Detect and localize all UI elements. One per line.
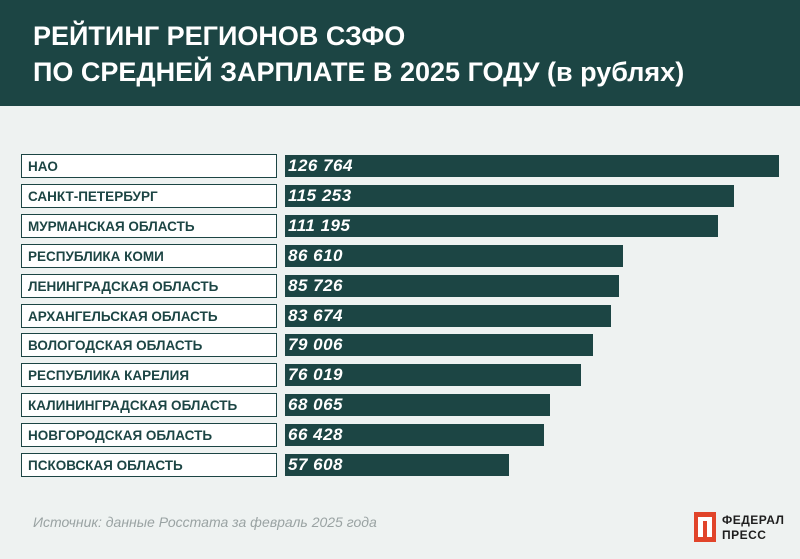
value-label: 79 006 [288,335,343,355]
bar-row: РЕСПУБЛИКА КАРЕЛИЯ 76 019 [21,363,800,388]
category-label: МУРМАНСКАЯ ОБЛАСТЬ [28,218,195,234]
category-label: ПСКОВСКАЯ ОБЛАСТЬ [28,458,183,473]
bar [285,394,551,417]
category-label-box: КАЛИНИНГРАДСКАЯ ОБЛАСТЬ [21,393,277,418]
category-label-box: ЛЕНИНГРАДСКАЯ ОБЛАСТЬ [21,273,277,298]
federalpress-logo: ФЕДЕРАЛ ПРЕСС [694,510,784,546]
value-label: 86 610 [288,245,343,265]
bar-row: НАО 126 764 [21,154,800,178]
chart-title-line1: РЕЙТИНГ РЕГИОНОВ СЗФО [33,21,406,51]
category-label: ЛЕНИНГРАДСКАЯ ОБЛАСТЬ [28,278,219,294]
value-label: 85 726 [288,275,343,295]
chart-title-line2: ПО СРЕДНЕЙ ЗАРПЛАТЕ В 2025 ГОДУ (в рубля… [33,57,685,87]
bar [285,274,620,297]
bar [285,334,593,357]
value-label: 57 608 [288,455,343,474]
bar [285,424,544,447]
category-label: КАЛИНИНГРАДСКАЯ ОБЛАСТЬ [28,398,238,414]
bar-row: РЕСПУБЛИКА КОМИ 86 610 [21,243,800,268]
value-label: 66 428 [288,425,343,445]
category-label-box: НОВГОРОДСКАЯ ОБЛАСТЬ [21,423,277,448]
category-label: РЕСПУБЛИКА КАРЕЛИЯ [28,368,190,384]
category-label: РЕСПУБЛИКА КОМИ [28,248,164,264]
category-label-box: РЕСПУБЛИКА КАРЕЛИЯ [21,363,277,388]
category-label-box: САНКТ-ПЕТЕРБУРГ [21,183,277,208]
bar-row: ВОЛОГОДСКАЯ ОБЛАСТЬ 79 006 [21,333,800,358]
bar [285,155,779,177]
category-label-box: ВОЛОГОДСКАЯ ОБЛАСТЬ [21,333,277,358]
category-label: НАО [28,159,58,174]
category-label-box: НАО [21,154,277,178]
bar [285,304,612,327]
bar-row: ЛЕНИНГРАДСКАЯ ОБЛАСТЬ 85 726 [21,273,800,298]
category-label: НОВГОРОДСКАЯ ОБЛАСТЬ [28,428,213,444]
bar-row: МУРМАНСКАЯ ОБЛАСТЬ 111 195 [21,213,800,238]
bar [285,244,623,267]
logo-text-line1: ФЕДЕРАЛ [722,513,785,527]
value-label: 126 764 [288,156,353,175]
header-banner: РЕЙТИНГ РЕГИОНОВ СЗФО ПО СРЕДНЕЙ ЗАРПЛАТ… [0,0,800,106]
source-note: Источник: данные Росстата за февраль 202… [33,514,377,530]
category-label: САНКТ-ПЕТЕРБУРГ [28,188,158,204]
value-label: 68 065 [288,395,343,415]
bar [285,184,735,207]
logo-text-line2: ПРЕСС [722,528,767,542]
category-label: АРХАНГЕЛЬСКАЯ ОБЛАСТЬ [28,308,218,324]
category-label-box: АРХАНГЕЛЬСКАЯ ОБЛАСТЬ [21,303,277,328]
value-label: 115 253 [288,185,352,205]
category-label-box: ПСКОВСКАЯ ОБЛАСТЬ [21,453,277,477]
category-label-box: МУРМАНСКАЯ ОБЛАСТЬ [21,213,277,238]
bar-row: САНКТ-ПЕТЕРБУРГ 115 253 [21,183,800,208]
value-label: 83 674 [288,305,343,325]
federalpress-logo-icon [694,512,716,542]
bar-row: АРХАНГЕЛЬСКАЯ ОБЛАСТЬ 83 674 [21,303,800,328]
bar-row: НОВГОРОДСКАЯ ОБЛАСТЬ 66 428 [21,423,800,448]
bar [285,364,582,387]
value-label: 76 019 [288,365,343,385]
category-label-box: РЕСПУБЛИКА КОМИ [21,243,277,268]
bar-row: КАЛИНИНГРАДСКАЯ ОБЛАСТЬ 68 065 [21,393,800,418]
category-label: ВОЛОГОДСКАЯ ОБЛАСТЬ [28,338,203,354]
value-label: 111 195 [288,215,351,235]
bar [285,454,510,476]
bar [285,214,719,237]
bar-row: ПСКОВСКАЯ ОБЛАСТЬ 57 608 [21,453,800,477]
